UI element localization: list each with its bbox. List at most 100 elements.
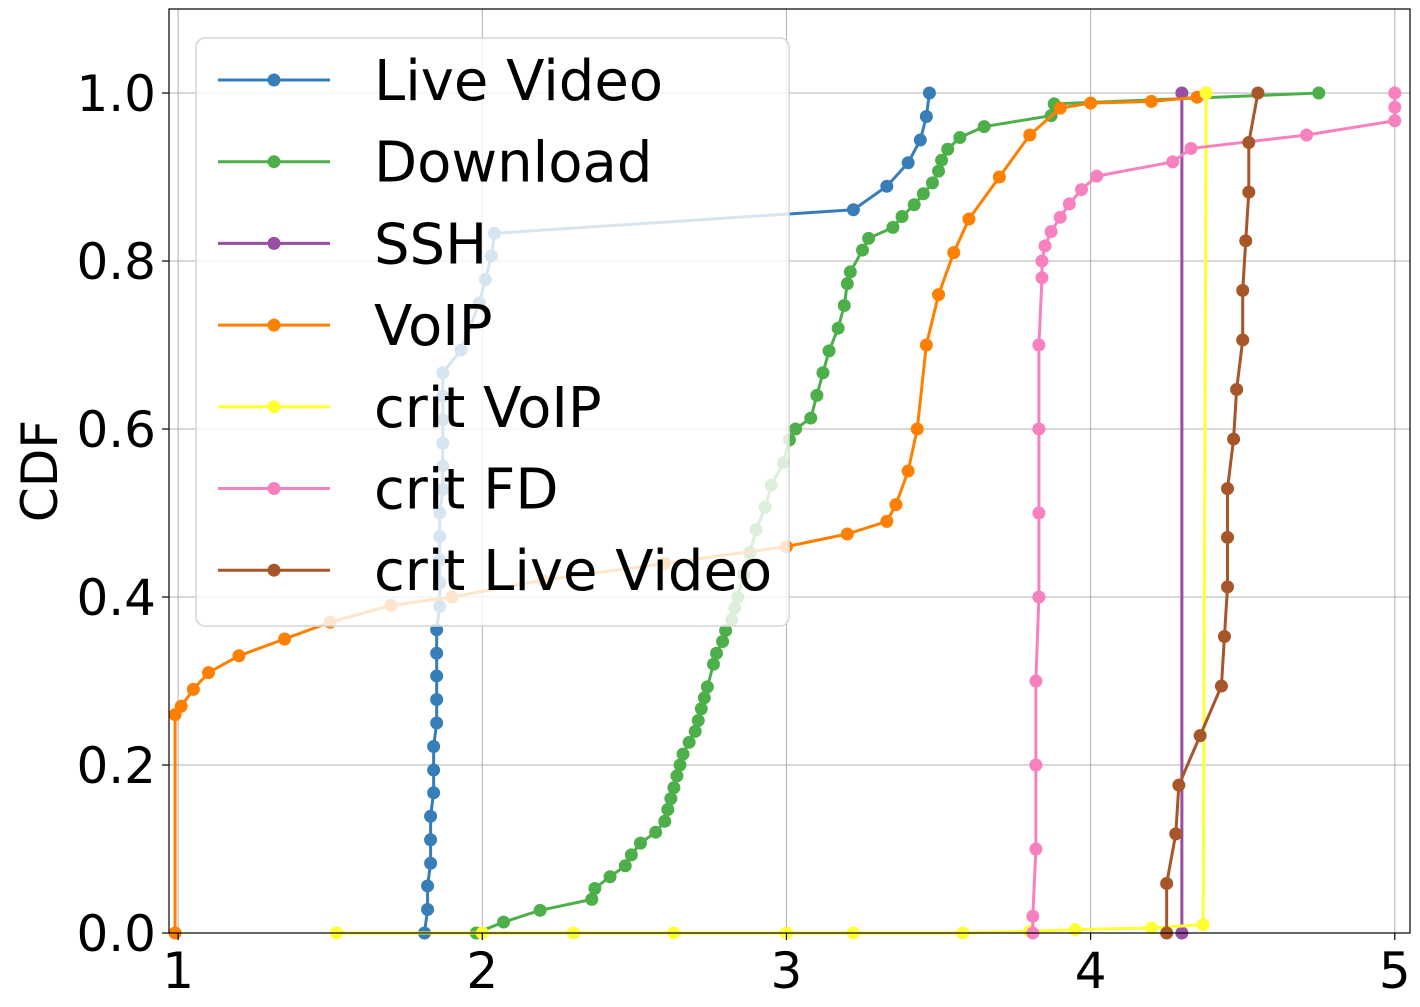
data-point-crit-live-video	[1221, 482, 1234, 496]
x-tick-label: 4	[1075, 942, 1107, 1000]
data-point-download	[658, 814, 672, 828]
legend-item-crit-voip: crit VoIP	[218, 376, 602, 441]
data-point-crit-fd	[1026, 909, 1040, 923]
data-point-crit-fd	[1029, 674, 1043, 688]
data-point-live-video	[424, 833, 438, 847]
data-point-crit-fd	[1044, 225, 1058, 239]
data-point-download	[843, 265, 857, 279]
data-point-crit-fd	[1388, 86, 1402, 100]
data-point-crit-live-video	[1169, 827, 1183, 841]
data-point-download	[862, 231, 876, 245]
legend-label: SSH	[374, 212, 487, 277]
data-point-voip	[992, 170, 1006, 184]
data-point-download	[953, 131, 967, 145]
data-point-download	[719, 624, 733, 638]
data-point-live-video	[424, 856, 438, 870]
data-point-crit-fd	[1053, 210, 1067, 224]
data-point-crit-live-video	[1242, 136, 1256, 150]
data-point-download	[633, 836, 647, 850]
data-point-download	[804, 411, 818, 425]
data-point-download	[688, 724, 702, 738]
legend-box	[195, 37, 790, 627]
data-point-download	[667, 781, 681, 795]
data-point-download	[1312, 86, 1326, 100]
data-point-voip	[947, 246, 961, 260]
data-point-crit-voip	[1196, 918, 1210, 932]
legend-swatch-marker	[267, 236, 281, 250]
data-point-live-video	[427, 786, 441, 800]
data-point-download	[935, 153, 949, 167]
data-point-crit-live-video	[1230, 383, 1244, 397]
y-tick-label: 0.2	[76, 737, 156, 795]
data-point-crit-voip	[1068, 923, 1082, 937]
legend-item-crit-live-video: crit Live Video	[218, 539, 772, 604]
data-point-voip	[1084, 96, 1098, 110]
data-point-download	[925, 176, 939, 190]
data-point-crit-fd	[1300, 128, 1314, 142]
data-point-download	[895, 209, 909, 223]
legend-swatch-marker	[267, 563, 281, 577]
data-point-download	[624, 848, 638, 862]
data-point-voip	[932, 288, 946, 302]
data-point-download	[941, 142, 955, 156]
legend-item-voip: VoIP	[218, 294, 493, 359]
legend-item-crit-fd: crit FD	[218, 458, 558, 523]
data-point-download	[661, 803, 675, 817]
data-point-voip	[1023, 128, 1037, 142]
data-point-live-video	[421, 879, 435, 893]
data-point-voip	[278, 632, 292, 646]
data-point-crit-live-video	[1236, 333, 1250, 347]
data-point-download	[837, 299, 851, 313]
data-point-crit-fd	[1029, 842, 1043, 856]
data-point-download	[932, 164, 946, 178]
data-point-voip	[919, 338, 933, 352]
legend-swatch-marker	[267, 318, 281, 332]
data-point-crit-fd	[1029, 758, 1043, 772]
data-point-crit-fd	[1035, 271, 1049, 285]
data-point-download	[618, 859, 632, 873]
data-point-crit-fd	[1032, 506, 1046, 520]
data-point-download	[886, 220, 900, 234]
data-point-download	[697, 691, 711, 705]
data-point-crit-fd	[1166, 155, 1180, 169]
data-point-voip	[1144, 94, 1158, 108]
data-point-live-video	[430, 692, 444, 706]
data-point-download	[916, 187, 930, 201]
x-tick-label: 5	[1379, 942, 1411, 1000]
tick-layer: 1 2 3 4 5 0.0 0.2 0.4 0.6 0.8 1.0	[76, 65, 1410, 1000]
data-point-crit-live-video	[1251, 86, 1265, 100]
series-line-crit-fd	[1031, 93, 1397, 933]
data-point-download	[831, 321, 845, 335]
data-point-voip	[962, 212, 976, 226]
legend-swatch-marker	[267, 482, 281, 495]
data-point-download	[789, 422, 803, 436]
data-point-voip	[901, 464, 915, 478]
data-point-crit-fd	[1075, 183, 1088, 197]
data-point-crit-fd	[1032, 338, 1046, 352]
data-point-download	[664, 792, 678, 806]
series-crit-fd	[1026, 86, 1402, 940]
x-tick-label: 3	[771, 942, 803, 1000]
legend-item-download: Download	[218, 131, 652, 196]
data-point-download	[716, 635, 730, 649]
data-point-download	[533, 903, 547, 917]
data-point-download	[840, 277, 854, 291]
data-point-crit-voip	[1199, 86, 1213, 100]
data-point-live-video	[901, 156, 915, 170]
data-point-voip	[910, 422, 924, 436]
data-point-crit-live-video	[1160, 876, 1174, 890]
y-tick-label: 1.0	[76, 65, 156, 123]
data-point-voip	[202, 666, 216, 680]
legend-swatch-marker	[267, 73, 281, 87]
data-point-crit-fd	[1032, 590, 1046, 604]
legend-label: crit Live Video	[374, 539, 772, 604]
plot-frame	[168, 8, 1411, 934]
legend-swatch-marker	[267, 400, 281, 414]
data-point-download	[977, 120, 991, 134]
data-point-download	[810, 388, 824, 402]
data-point-crit-fd	[1388, 114, 1402, 128]
data-point-download	[816, 366, 830, 380]
data-point-live-video	[913, 133, 927, 147]
data-point-voip	[889, 498, 903, 512]
y-tick-label: 0.6	[76, 401, 156, 459]
